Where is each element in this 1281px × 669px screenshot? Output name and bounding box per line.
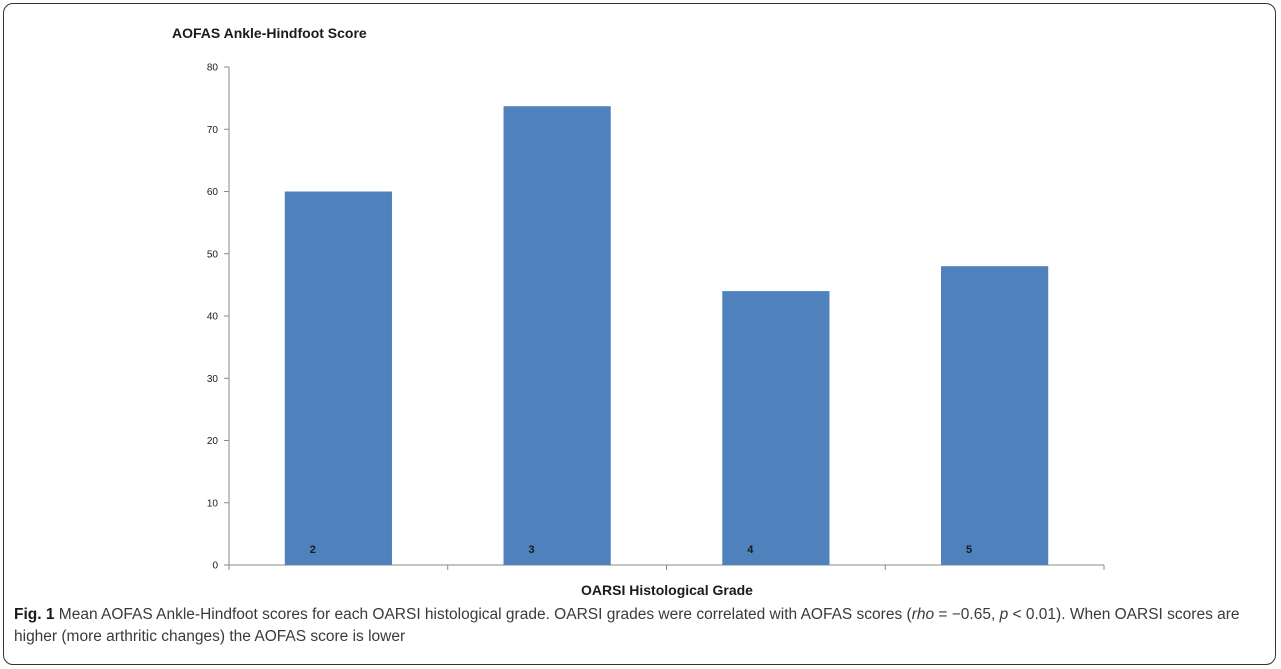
y-tick-label: 10 xyxy=(207,498,219,509)
caption-text-2: = −0.65, xyxy=(934,606,1000,623)
bar-grade-5 xyxy=(941,266,1049,565)
chart-title: AOFAS Ankle-Hindfoot Score xyxy=(172,25,367,41)
category-label: 4 xyxy=(747,544,754,556)
y-tick-label: 50 xyxy=(207,249,219,260)
y-tick-label: 40 xyxy=(207,312,219,323)
bar-grade-4 xyxy=(722,291,830,565)
caption-text-3: < 0.01). When OARSI scores are higher (m… xyxy=(14,606,1240,645)
caption-p: p xyxy=(999,606,1009,623)
figure-label: Fig. 1 xyxy=(14,606,55,623)
y-tick-label: 60 xyxy=(207,187,219,198)
y-tick-label: 80 xyxy=(207,63,219,74)
caption-text-1: Mean AOFAS Ankle-Hindfoot scores for eac… xyxy=(54,606,912,623)
y-tick-label: 30 xyxy=(207,374,219,385)
bar-grade-3 xyxy=(503,106,611,565)
x-axis-label: OARSI Histological Grade xyxy=(581,582,753,598)
category-label: 5 xyxy=(966,544,972,556)
figure-caption: Fig. 1 Mean AOFAS Ankle-Hindfoot scores … xyxy=(14,604,1264,648)
category-label: 2 xyxy=(310,544,316,556)
y-tick-label: 0 xyxy=(212,561,218,572)
bar-chart: AOFAS Ankle-Hindfoot Score 0 10 20 30 40 50 60… xyxy=(172,25,1105,598)
figure-frame xyxy=(3,3,1276,665)
y-tick-label: 70 xyxy=(207,125,219,136)
bars: 2 3 4 5 xyxy=(284,106,1049,565)
bar-grade-2 xyxy=(284,191,392,565)
y-tick-label: 20 xyxy=(207,436,219,447)
caption-rho: rho xyxy=(911,606,935,623)
category-label: 3 xyxy=(528,544,534,556)
